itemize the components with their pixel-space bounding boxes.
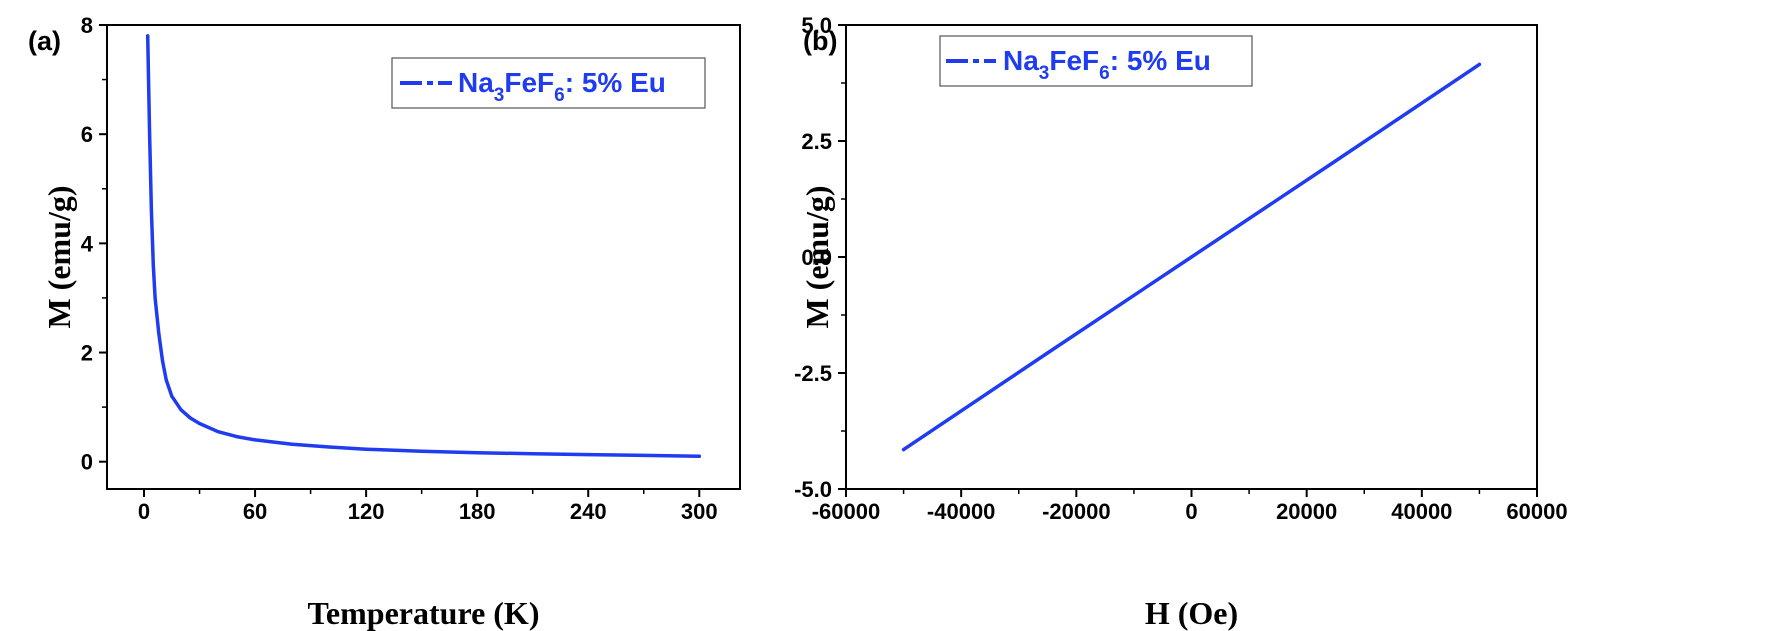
chart-panel-a: (a) 0 60 120 180 240 300 0 2 4 6 8 Temperature (K) M … xyxy=(28,13,741,631)
data-point xyxy=(1045,351,1050,355)
data-point xyxy=(164,378,168,382)
x-tick-label: 120 xyxy=(348,499,385,524)
data-point xyxy=(420,449,424,453)
x-tick-label: 60 xyxy=(243,499,267,524)
legend-label-mid: FeF xyxy=(1049,45,1099,76)
legend-label: Na3FeF6: 5% Eu xyxy=(458,67,666,106)
data-point xyxy=(1189,255,1194,259)
x-axis-title: H (Oe) xyxy=(1145,595,1238,631)
x-tick-label: 40000 xyxy=(1391,499,1452,524)
panel-label: (a) xyxy=(28,26,61,56)
data-point xyxy=(586,453,590,457)
y-tick-label: 0.0 xyxy=(801,245,832,270)
data-point xyxy=(216,430,220,434)
data-point xyxy=(148,132,152,136)
data-point xyxy=(151,263,155,267)
panel-label: (b) xyxy=(803,26,837,56)
x-tick-label: -40000 xyxy=(927,499,996,524)
data-point xyxy=(475,451,479,455)
data-point xyxy=(146,34,150,38)
x-tick-label: 240 xyxy=(570,499,607,524)
legend-label-prefix: Na xyxy=(1003,45,1039,76)
data-point xyxy=(1477,62,1481,66)
legend: Na3FeF6: 5% Eu xyxy=(391,57,706,109)
y-axis-title: M (emu/g) xyxy=(41,185,77,328)
data-point xyxy=(290,442,294,446)
data-point xyxy=(170,394,174,398)
chart-panel-b: (b) -60000 -40000 -20000 0 20000 40000 60000 -5.… xyxy=(794,13,1568,631)
y-tick-label: -2.5 xyxy=(794,361,832,386)
data-point xyxy=(235,435,239,439)
data-point xyxy=(197,421,202,426)
data-point xyxy=(160,359,165,363)
data-point xyxy=(364,447,368,451)
x-tick-label: 0 xyxy=(1185,499,1197,524)
y-tick-label: 6 xyxy=(81,122,93,147)
data-point xyxy=(157,331,161,335)
x-axis-title: Temperature (K) xyxy=(308,595,540,631)
data-point xyxy=(188,416,192,420)
legend-label: Na3FeF6: 5% Eu xyxy=(1003,45,1211,84)
y-tick-label: 5.0 xyxy=(801,13,832,38)
y-axis-title: M (emu/g) xyxy=(799,185,835,328)
data-point xyxy=(149,209,153,213)
legend-label-prefix: Na xyxy=(458,67,494,98)
data-point xyxy=(327,445,331,449)
legend-label-mid: FeF xyxy=(504,67,554,98)
legend-label-suffix: : 5% Eu xyxy=(1110,45,1211,76)
data-point xyxy=(1333,159,1338,163)
y-tick-label: 4 xyxy=(81,231,94,256)
legend-label-sub1: 3 xyxy=(494,85,505,106)
data-point xyxy=(531,452,535,456)
data-point xyxy=(697,454,701,458)
y-tick-label: 2.5 xyxy=(801,129,832,154)
data-point xyxy=(253,438,257,442)
x-tick-label: 300 xyxy=(681,499,718,524)
x-tick-label: -20000 xyxy=(1042,499,1111,524)
data-point xyxy=(179,408,183,412)
y-tick-label: 8 xyxy=(81,13,93,38)
legend: Na3FeF6: 5% Eu xyxy=(939,35,1253,87)
x-tick-label: 0 xyxy=(138,499,150,524)
x-tick-label: 20000 xyxy=(1276,499,1337,524)
legend-label-sub2: 6 xyxy=(1099,63,1110,84)
data-point xyxy=(902,448,906,452)
y-tick-label: 2 xyxy=(81,341,93,366)
series-line xyxy=(145,34,702,458)
data-point xyxy=(642,453,646,457)
y-tick-label: -5.0 xyxy=(794,477,832,502)
data-point xyxy=(153,296,157,300)
x-tick-label: 180 xyxy=(459,499,496,524)
legend-label-suffix: : 5% Eu xyxy=(565,67,666,98)
plot-frame xyxy=(106,24,741,490)
legend-label-sub2: 6 xyxy=(554,85,565,106)
x-tick-label: -60000 xyxy=(812,499,881,524)
y-tick-label: 0 xyxy=(81,450,93,475)
x-tick-label: 60000 xyxy=(1506,499,1567,524)
legend-label-sub1: 3 xyxy=(1039,63,1050,84)
